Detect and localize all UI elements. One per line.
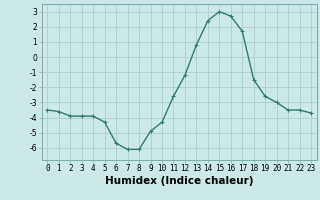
X-axis label: Humidex (Indice chaleur): Humidex (Indice chaleur) — [105, 176, 253, 186]
